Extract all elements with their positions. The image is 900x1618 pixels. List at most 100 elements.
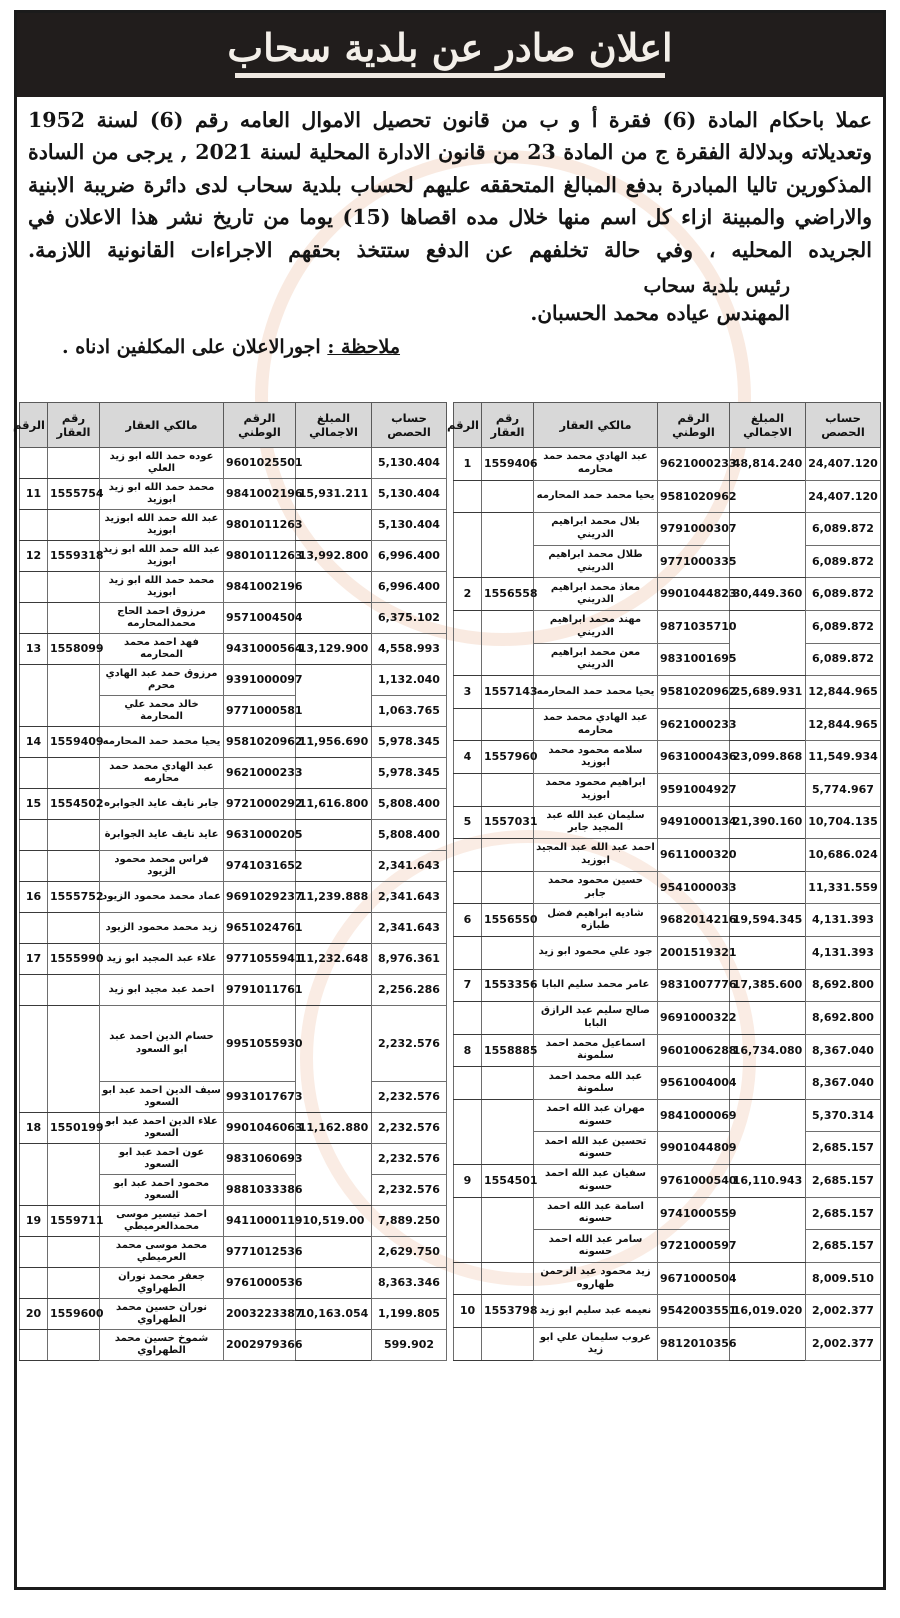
cell-total-spacer: [729, 609, 806, 677]
column-header-property-no: رقم العقار: [481, 402, 534, 448]
cell-owner: بلال محمد ابراهيم الدريني: [533, 512, 658, 546]
cell-owner: فراس محمد محمود الزيود: [99, 850, 224, 882]
table-row: 6,089.872 30,449.360 9901044823 معاذ محمد ا…: [453, 577, 881, 611]
cell-total-spacer: [295, 602, 372, 634]
cell-owner: سليمان عبد الله عبد المجيد جابر: [533, 805, 658, 840]
cell-property-no: 1559711: [47, 1205, 104, 1237]
cell-national-id: 9901044823: [657, 577, 737, 611]
column-header-property-no: رقم العقار: [47, 402, 100, 448]
cell-prop-spacer: [47, 664, 100, 727]
cell-prop-spacer: [481, 1098, 534, 1166]
cell-property-no: 1553356: [481, 968, 538, 1003]
cell-num-spacer: [19, 1005, 48, 1113]
table-row: 24,407.120 9581020962 يحيا محمد حمد المحار…: [453, 479, 881, 514]
cell-national-id: 9591004927: [657, 772, 737, 807]
cell-total-spacer: [295, 1329, 372, 1361]
cell-prop-spacer: [47, 819, 100, 851]
cell-national-id: 9791011761: [223, 974, 303, 1006]
cell-total-amount: 10,163.054: [295, 1298, 372, 1330]
cell-share-account: 2,256.286: [371, 974, 447, 1006]
cell-national-id: 9801011263: [223, 509, 303, 541]
cell-num-spacer: [453, 838, 482, 872]
cell-owner: عامر محمد سليم البابا: [533, 968, 658, 1003]
cell-owner: حسام الدين احمد عبد ابو السعود: [99, 1005, 224, 1082]
cell-row-number: 6: [453, 903, 482, 937]
signature-block: رئيس بلدية سحاب المهندس عياده محمد الحسب…: [20, 274, 880, 327]
table-row: 6,089.872 9871035710 مهند محمد ابراهيم الد…: [453, 609, 881, 677]
cell-national-id: 9651024761: [223, 912, 303, 944]
cell-share-account: 2,685.157: [805, 1131, 881, 1166]
cell-share-account: 6,375.102: [371, 602, 447, 634]
cell-share-account: 5,370.314: [805, 1098, 881, 1133]
cell-share-account: 8,367.040: [805, 1066, 881, 1100]
cell-share-account: 8,692.800: [805, 1001, 881, 1035]
cell-owner: عبد الهادي محمد حمد محارمه: [533, 447, 658, 481]
cell-owner: سفيان عبد الله احمد حسونه: [533, 1164, 658, 1198]
cell-share-account: 6,089.872: [805, 544, 881, 579]
cell-owner: يحيا محمد حمد المحارمه: [533, 479, 658, 514]
column-header-num: الرقم: [13, 402, 48, 448]
cell-share-account: 11,549.934: [805, 740, 881, 774]
cell-owner: سلامه محمود محمد ابوزيد: [533, 740, 658, 774]
cell-national-id: 9771055941: [223, 943, 303, 975]
table-row: 11,549.934 23,099.868 9631000436 سلامه محمو…: [453, 740, 881, 774]
cell-owner: نعيمه عبد سليم ابو زيد: [533, 1294, 658, 1329]
cell-owner: محمد موسى محمد العرميطي: [99, 1236, 224, 1268]
cell-share-account: 7,889.250: [371, 1205, 447, 1237]
cell-share-account: 5,130.404: [371, 509, 447, 541]
table-row: 8,009.510 9671000504 زيد محمود عبد الرحمن …: [453, 1261, 881, 1296]
cell-property-no: 1550199: [47, 1112, 104, 1144]
table-row: 10,704.135 21,390.160 9491000134 سليمان عبد…: [453, 805, 881, 840]
cell-owner: عون احمد عبد ابو السعود: [99, 1143, 224, 1175]
cell-total-amount: 11,232.648: [295, 943, 372, 975]
cell-total-spacer: [295, 1236, 372, 1268]
cell-num-spacer: [19, 1329, 48, 1361]
cell-prop-spacer: [47, 1143, 100, 1206]
table-row: 5,130.404 9601025501 عوده حمد الله ابو زيد…: [19, 447, 447, 479]
cell-total-amount: 13,129.900: [295, 633, 372, 665]
table-row: 2,685.157 16,110.943 9761000540 سفيان عبد ا…: [453, 1164, 881, 1198]
cell-national-id: 9741031652: [223, 850, 303, 882]
cell-total-amount: 10,519.00: [295, 1205, 372, 1237]
cell-owner: جود علي محمود ابو زيد: [533, 935, 658, 970]
registry-table-left: حساب الحصص المبلغ الاجمالي الرقم الوطني …: [13, 402, 447, 1361]
table-row: 7,889.250 10,519.00 9411000119 احمد تيسير م…: [19, 1205, 447, 1237]
cell-share-account: 5,130.404: [371, 447, 447, 479]
table-row: 8,367.040 16,734.080 9601006288 اسماعيل محم…: [453, 1033, 881, 1068]
cell-national-id: 9841002196: [223, 478, 303, 510]
cell-total-spacer: [295, 447, 372, 479]
cell-prop-spacer: [481, 1261, 534, 1296]
cell-owner: شموخ حسين محمد الطهراوي: [99, 1329, 224, 1361]
cell-share-account: 4,558.993: [371, 633, 447, 665]
announcement-title-banner: اعلان صادر عن بلدية سحاب: [17, 13, 883, 97]
cell-property-no: 1554501: [481, 1164, 538, 1198]
cell-property-no: 1556550: [481, 903, 538, 937]
table-row: 6,089.872 9771000335 طلال محمد ابراهيم الد…: [454, 544, 881, 579]
cell-property-no: 1558099: [47, 633, 104, 665]
cell-property-no: 1559318: [47, 540, 104, 572]
table-row: 8,363.346 9761000536 جعفر محمد نوران الطهر…: [19, 1267, 447, 1299]
cell-prop-spacer: [481, 512, 534, 579]
cell-national-id: 9561004004: [657, 1066, 737, 1100]
cell-num-spacer: [19, 912, 48, 944]
cell-national-id: 9741000559: [657, 1196, 737, 1231]
cell-total-spacer: [729, 1327, 806, 1361]
cell-owner: احمد عبد الله عبد المجيد ابوزيد: [533, 838, 658, 872]
column-header-num: الرقم: [447, 402, 482, 448]
column-header-share-account: حساب الحصص: [371, 402, 447, 448]
column-header-national-id: الرقم الوطني: [223, 402, 296, 448]
cell-share-account: 10,704.135: [805, 805, 881, 840]
table-row: 6,996.400 13,992.800 9801011263 عبد الله حم…: [19, 540, 447, 572]
table-row: 5,130.404 9801011263 عبد الله حمد الله ابو…: [19, 509, 447, 541]
cell-national-id: 9601025501: [223, 447, 303, 479]
cell-num-spacer: [19, 571, 48, 603]
cell-owner: مهند محمد ابراهيم الدريني: [533, 609, 658, 644]
cell-share-account: 5,130.404: [371, 478, 447, 510]
cell-share-account: 4,131.393: [805, 935, 881, 970]
table-row: 5,808.400 9631000205 عايد نايف عايد الجواب…: [19, 819, 447, 851]
cell-num-spacer: [453, 870, 482, 905]
table-row: 2,341.643 9741031652 فراس محمد محمود الزيو…: [19, 850, 447, 882]
cell-total-spacer: [729, 1066, 806, 1100]
cell-property-no: 1559406: [481, 447, 538, 481]
cell-prop-spacer: [47, 1329, 100, 1361]
